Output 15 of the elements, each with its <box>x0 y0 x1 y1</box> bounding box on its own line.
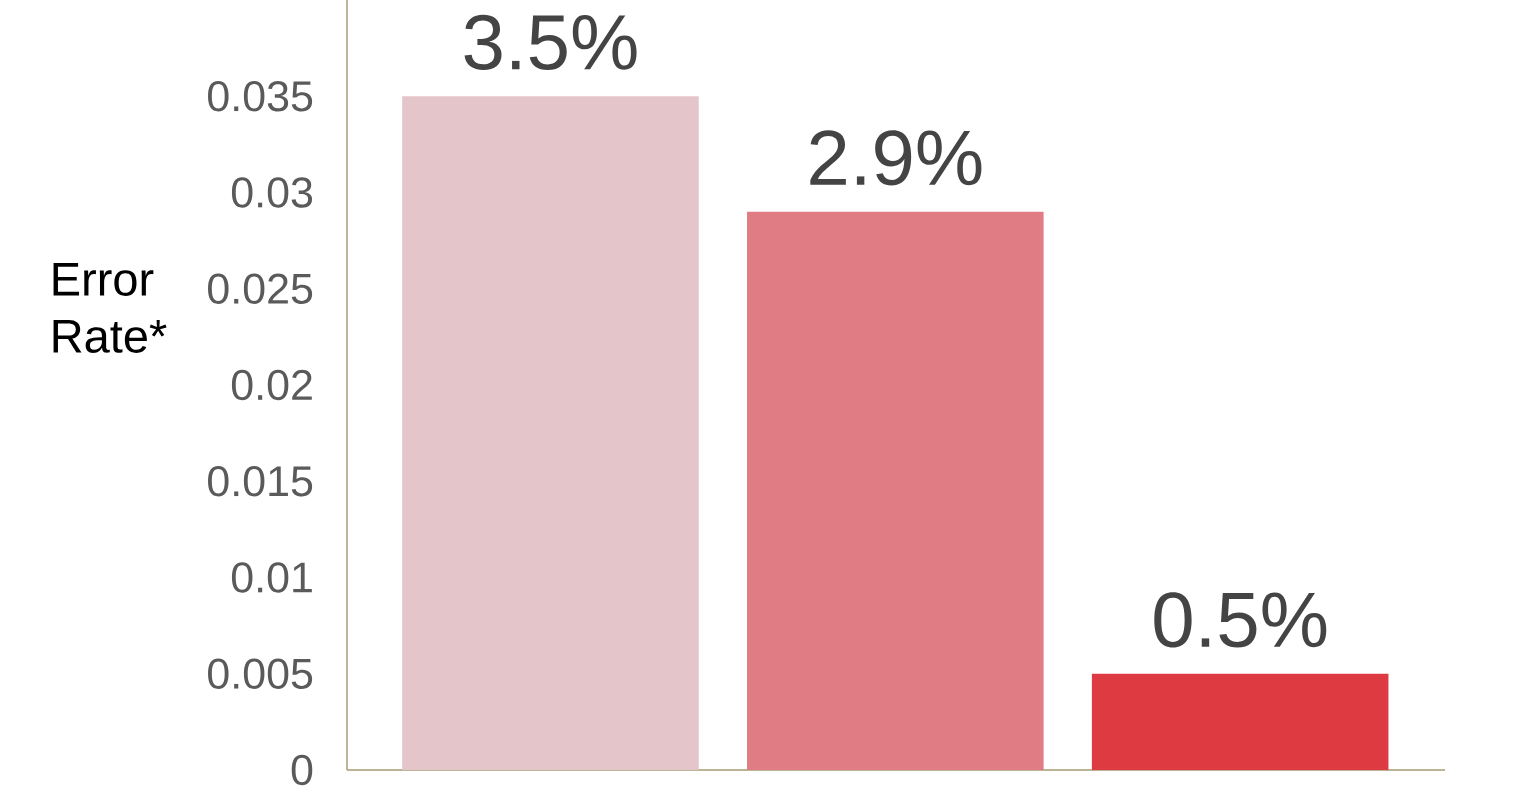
y-tick-label: 0.025 <box>208 273 313 304</box>
bar <box>747 211 1044 770</box>
y-tick-label: 0 <box>291 754 313 786</box>
data-label: 0.5% <box>1154 592 1327 648</box>
y-tick-label: 0.005 <box>208 658 313 689</box>
y-tick-label: 0.015 <box>208 466 313 497</box>
y-tick-label: 0.03 <box>231 177 313 208</box>
y-tick-label: 0.02 <box>231 369 312 401</box>
bar <box>402 96 699 770</box>
y-tick-label: 0.035 <box>208 81 313 112</box>
y-tick-label: 0.01 <box>231 562 312 593</box>
data-label: 3.5% <box>464 14 637 70</box>
y-axis-title: Error Rate* <box>53 263 167 353</box>
bar <box>1091 673 1389 770</box>
data-label: 2.9% <box>810 130 982 186</box>
